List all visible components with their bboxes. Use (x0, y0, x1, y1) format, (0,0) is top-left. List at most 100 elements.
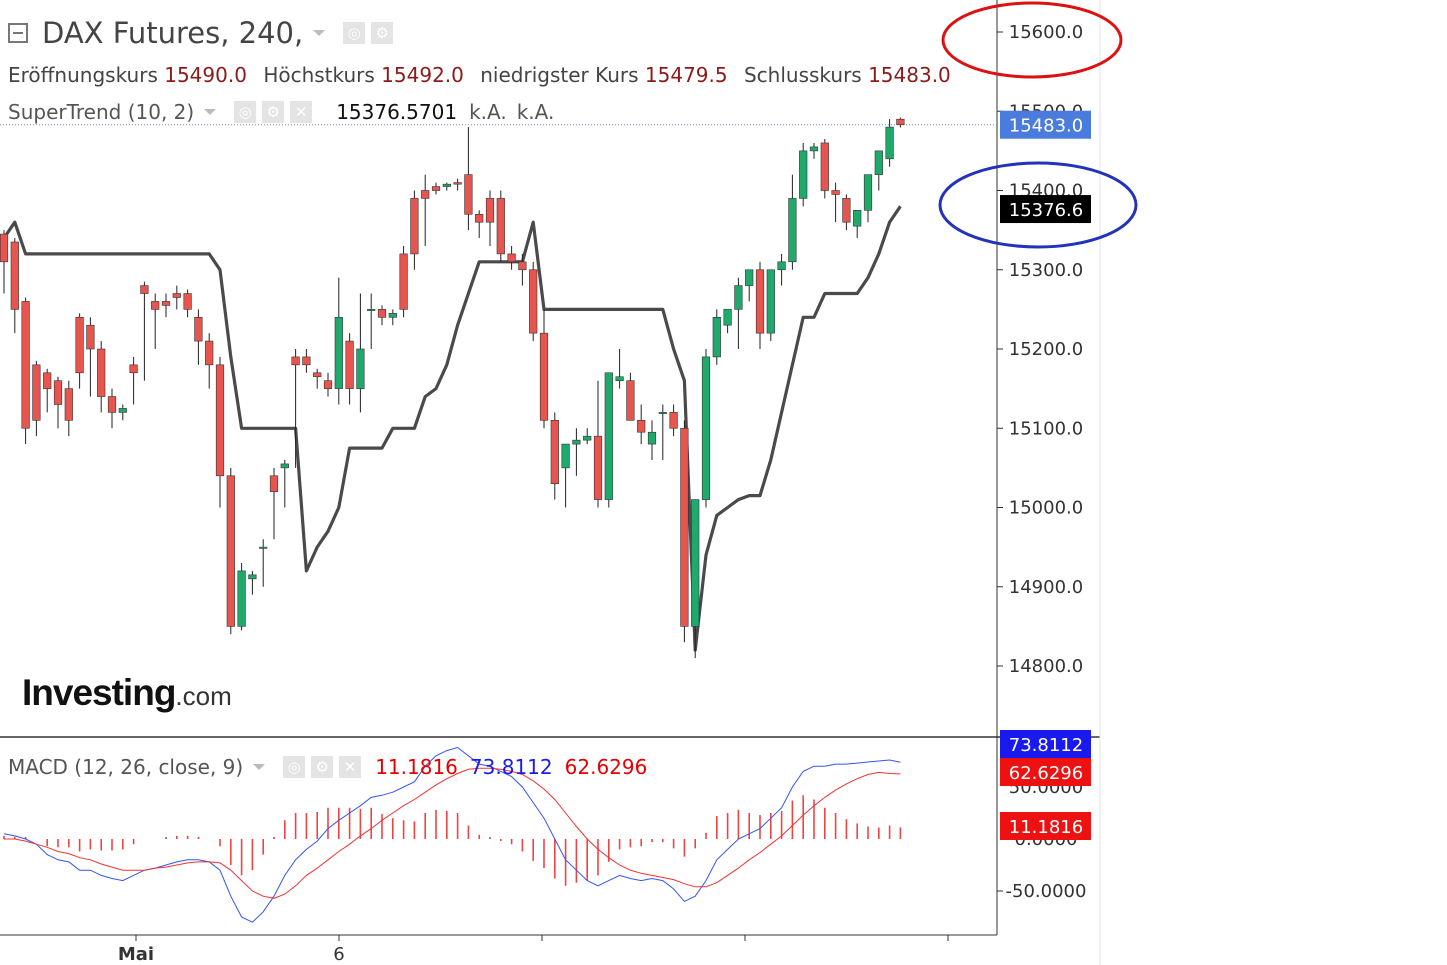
candle-body (604, 372, 613, 500)
close-icon[interactable]: ✕ (290, 101, 313, 123)
candle (712, 309, 721, 365)
candle (647, 420, 657, 460)
candle-body (475, 213, 484, 223)
candle (453, 178, 462, 191)
candle-body (259, 546, 268, 549)
candle-body (539, 332, 549, 421)
chevron-down-icon[interactable] (313, 30, 326, 36)
candle (107, 388, 117, 429)
candle-body (583, 435, 592, 441)
candle-body (205, 340, 214, 366)
candle (161, 293, 171, 318)
supertrend-na-2: k.A. (516, 100, 555, 124)
candle (691, 499, 700, 659)
candle (788, 174, 797, 270)
candle (291, 349, 300, 468)
candle-body (799, 150, 808, 199)
candle-body (43, 372, 52, 389)
candle-body (647, 431, 657, 445)
candle (172, 285, 181, 310)
candle (637, 404, 646, 445)
candle (410, 190, 419, 270)
candle-body (701, 356, 711, 500)
price-tick-label: 14800.0 (1009, 656, 1083, 677)
candle (842, 194, 851, 231)
macd-hist-tag (1000, 812, 1091, 840)
candle (259, 539, 268, 587)
candle-body (615, 376, 624, 381)
gear-icon[interactable]: ⚙ (371, 22, 394, 44)
candle-body (745, 269, 754, 286)
candle-body (323, 380, 333, 389)
candle-body (464, 174, 473, 215)
candle-body (485, 198, 495, 223)
candle (32, 360, 41, 437)
candle-body (377, 309, 387, 318)
candle (593, 380, 603, 508)
candle-body (853, 210, 862, 227)
gear-icon[interactable]: ⚙ (262, 101, 285, 123)
candle (615, 349, 624, 389)
time-label: 6 (333, 944, 344, 965)
ohlc-legend: Eröffnungskurs 15490.0 Höchstkurs 15492.… (8, 63, 961, 87)
gear-icon[interactable]: ⚙ (311, 756, 334, 778)
candle-body (237, 570, 246, 627)
candle-body (529, 269, 538, 334)
collapse-icon[interactable] (8, 23, 28, 43)
candle (755, 261, 765, 349)
candle-body (723, 309, 732, 326)
candle-body (874, 150, 883, 175)
candle (831, 182, 840, 223)
candle (680, 420, 689, 643)
candle-body (280, 463, 289, 469)
supertrend-line (2, 205, 902, 652)
candle (194, 309, 203, 365)
candle-body (777, 261, 786, 271)
candle-body (194, 316, 203, 342)
candle (507, 245, 516, 270)
candles-layer (0, 117, 905, 659)
candle (874, 150, 883, 191)
candle-body (226, 475, 235, 627)
annotations (938, 1, 1138, 249)
candle-body (442, 183, 451, 187)
candle (464, 127, 473, 231)
candle (799, 142, 808, 207)
price-tick-label: 15100.0 (1009, 418, 1083, 439)
price-tick-label: 15000.0 (1009, 498, 1083, 519)
macd-tick-label: -50.0000 (1006, 881, 1087, 902)
candle (561, 443, 570, 508)
candle (604, 372, 613, 508)
low-label: niedrigster Kurs (480, 63, 639, 87)
logo-suffix: .com (175, 681, 232, 711)
candle (75, 313, 84, 389)
settings-circle-icon[interactable]: ◎ (234, 101, 257, 123)
candle (583, 428, 592, 445)
candle-body (32, 364, 41, 421)
candle (820, 138, 829, 199)
candle (53, 376, 63, 429)
candle (723, 309, 732, 334)
candle (626, 372, 635, 421)
macd-label: MACD (12, 26, close, 9) (8, 755, 244, 779)
candle (97, 341, 106, 413)
settings-circle-icon[interactable]: ◎ (283, 756, 306, 778)
candle (745, 269, 754, 302)
chevron-down-icon[interactable] (253, 764, 266, 770)
candle (669, 404, 678, 437)
candle-body (399, 253, 408, 310)
axis-frame: Mai 6 (0, 0, 1101, 965)
candle-body (712, 316, 721, 358)
close-icon[interactable]: ✕ (339, 756, 362, 778)
candle (885, 119, 894, 167)
candle (118, 404, 127, 421)
candle (151, 293, 160, 349)
candle-body (97, 348, 106, 397)
settings-circle-icon[interactable]: ◎ (343, 22, 366, 44)
candle (356, 293, 365, 413)
candle (302, 349, 311, 373)
candle (485, 190, 495, 246)
chevron-down-icon[interactable] (204, 109, 217, 115)
candle-body (885, 126, 894, 160)
